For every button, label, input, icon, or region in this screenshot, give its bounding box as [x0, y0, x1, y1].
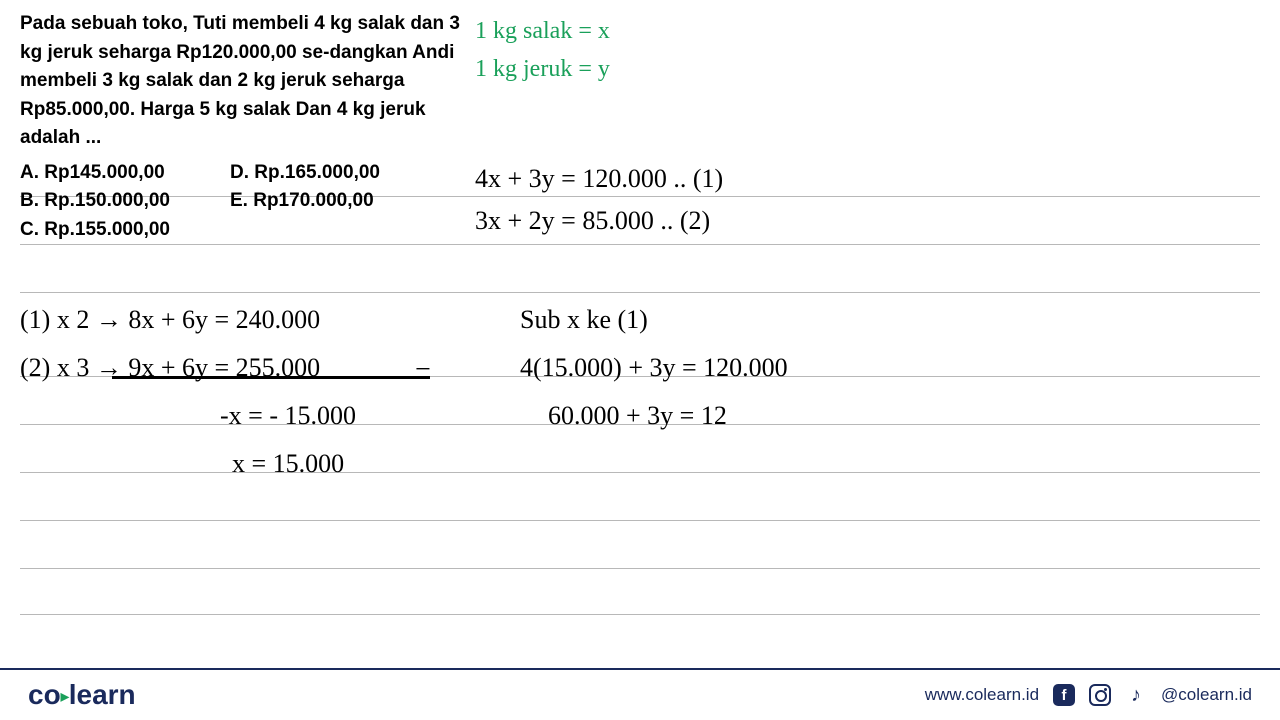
- option-a: A. Rp145.000,00: [20, 159, 230, 188]
- facebook-icon: f: [1053, 684, 1075, 706]
- def-salak: 1 kg salak = x: [475, 12, 610, 50]
- instagram-icon: [1089, 684, 1111, 706]
- footer: co▸learn www.colearn.id f ♪ @colearn.id: [0, 668, 1280, 720]
- work-right-3: 60.000 + 3y = 12: [520, 392, 788, 440]
- work-left-2: (2) x 3 → 9x + 6y = 255.000: [20, 344, 356, 392]
- option-d: D. Rp.165.000,00: [230, 159, 380, 188]
- work-right-1: Sub x ke (1): [520, 296, 788, 344]
- option-c: C. Rp.155.000,00: [20, 216, 230, 245]
- work-elimination: (1) x 2 → 8x + 6y = 240.000 (2) x 3 → 9x…: [20, 296, 356, 488]
- option-b: B. Rp.150.000,00: [20, 187, 230, 216]
- equation-1: 4x + 3y = 120.000 .. (1): [475, 158, 723, 200]
- minus-sign: −: [415, 354, 431, 386]
- logo-co: co: [28, 679, 61, 710]
- footer-right: www.colearn.id f ♪ @colearn.id: [925, 684, 1252, 706]
- footer-handle: @colearn.id: [1161, 685, 1252, 705]
- work-left-1: (1) x 2 → 8x + 6y = 240.000: [20, 296, 356, 344]
- logo-learn: learn: [69, 679, 136, 710]
- option-e: E. Rp170.000,00: [230, 187, 374, 216]
- work-substitution: Sub x ke (1) 4(15.000) + 3y = 120.000 60…: [520, 296, 788, 440]
- equation-block: 4x + 3y = 120.000 .. (1) 3x + 2y = 85.00…: [475, 158, 723, 241]
- tiktok-icon: ♪: [1125, 684, 1147, 706]
- subtraction-line: [112, 376, 430, 379]
- work-right-2: 4(15.000) + 3y = 120.000: [520, 344, 788, 392]
- work-left-4: x = 15.000: [20, 440, 356, 488]
- work-left-3: -x = - 15.000: [20, 392, 356, 440]
- variable-definitions: 1 kg salak = x 1 kg jeruk = y: [475, 12, 610, 89]
- equation-2: 3x + 2y = 85.000 .. (2): [475, 200, 723, 242]
- logo: co▸learn: [28, 679, 136, 711]
- logo-dot: ▸: [61, 689, 69, 706]
- options: A. Rp145.000,00 D. Rp.165.000,00 B. Rp.1…: [20, 159, 460, 245]
- def-jeruk: 1 kg jeruk = y: [475, 50, 610, 88]
- question-text: Pada sebuah toko, Tuti membeli 4 kg sala…: [20, 10, 460, 153]
- question-block: Pada sebuah toko, Tuti membeli 4 kg sala…: [20, 10, 460, 244]
- footer-url: www.colearn.id: [925, 685, 1039, 705]
